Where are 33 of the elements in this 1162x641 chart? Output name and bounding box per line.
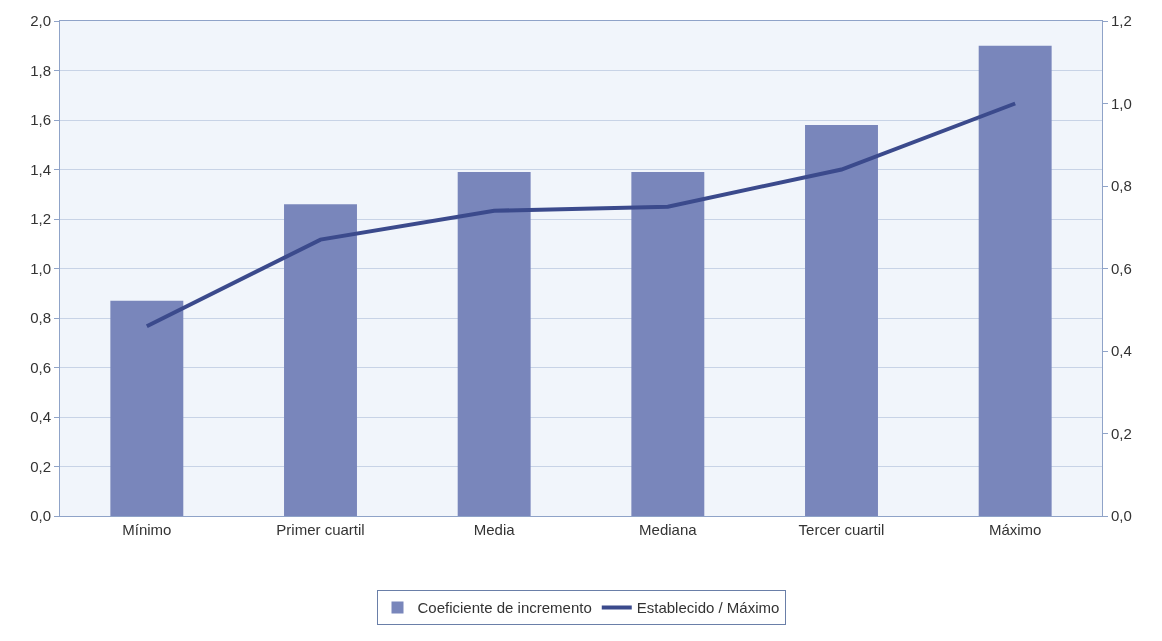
x-tick-label: Mínimo — [122, 521, 172, 538]
x-tick-label: Tercer cuartil — [798, 521, 885, 538]
y-tick-label: 0,2 — [30, 457, 51, 475]
y-tick-label: 0,6 — [30, 358, 51, 376]
bar — [284, 204, 357, 516]
bar — [631, 171, 705, 516]
y-tick-label: 1,0 — [30, 259, 51, 277]
y2-tick-label: 0,0 — [1111, 507, 1132, 525]
x-tick-label: Media — [473, 521, 516, 538]
x-tick-label: Primer cuartil — [276, 521, 365, 538]
bar — [110, 300, 184, 516]
y2-tick-label: 1,0 — [1111, 94, 1132, 112]
y2-tick-label: 0,8 — [1111, 177, 1132, 195]
y2-tick-label: 0,2 — [1111, 424, 1132, 442]
bar — [457, 171, 531, 516]
y-tick-label: 1,4 — [30, 160, 51, 178]
y2-tick-label: 1,2 — [1111, 12, 1132, 30]
line-series — [144, 101, 1018, 329]
legend-label: Establecido / Máximo — [636, 599, 780, 617]
y-tick-label: 0,8 — [30, 309, 51, 327]
y-tick-label: 0,4 — [30, 408, 51, 426]
y-tick-label: 2,0 — [30, 12, 51, 30]
y-tick-label: 1,2 — [30, 210, 51, 228]
legend-label: Coeficiente de incremento — [417, 599, 592, 617]
y2-tick-label: 0,6 — [1111, 259, 1132, 277]
bar — [805, 124, 878, 516]
y-tick-label: 0,0 — [30, 507, 51, 525]
y2-tick-label: 0,4 — [1111, 342, 1132, 360]
y-tick-label: 1,8 — [30, 61, 51, 79]
x-tick-label: Máximo — [988, 521, 1042, 538]
bar — [978, 45, 1052, 516]
y-tick-label: 1,6 — [30, 111, 51, 129]
x-tick-label: Mediana — [639, 521, 698, 538]
